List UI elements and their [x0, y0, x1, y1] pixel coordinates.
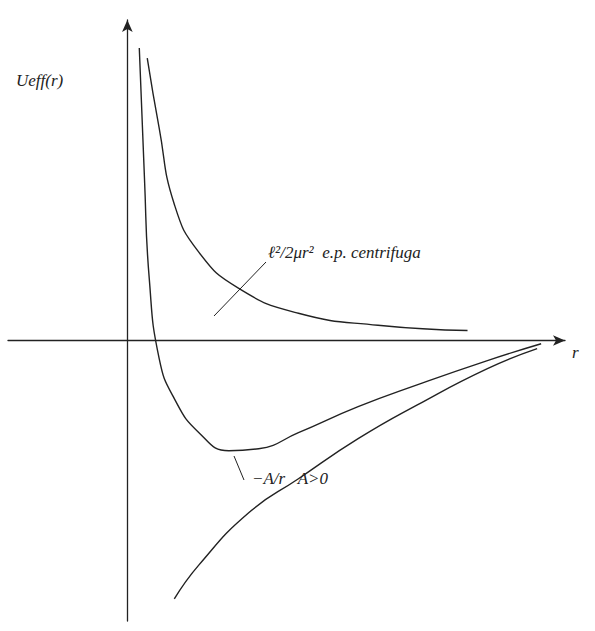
svg-text:Ueff(r): Ueff(r): [16, 71, 64, 90]
svg-text:−A/r A>0: −A/r A>0: [252, 469, 328, 488]
svg-text:r: r: [572, 343, 579, 362]
svg-text:ℓ²/2μr² e.p. centrifuga: ℓ²/2μr² e.p. centrifuga: [268, 243, 421, 262]
